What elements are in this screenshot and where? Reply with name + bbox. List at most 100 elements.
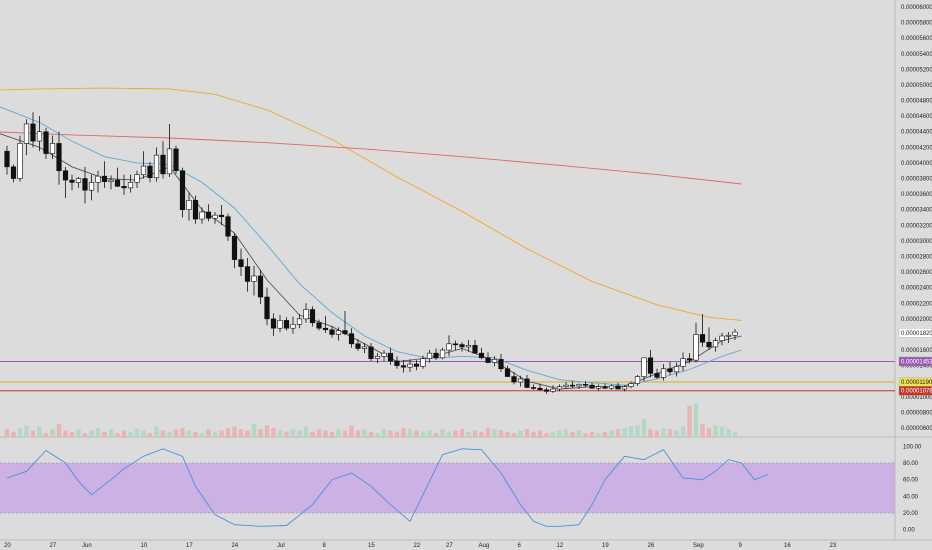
rsi-pane[interactable] <box>0 448 895 527</box>
volume-bar <box>134 429 140 437</box>
volume-bar <box>531 431 536 437</box>
candle-body <box>342 330 348 334</box>
candle-body <box>329 329 335 335</box>
volume-bar <box>414 430 419 437</box>
volume-bar <box>524 429 530 437</box>
candle-body <box>725 334 732 337</box>
volume-bar <box>108 429 114 437</box>
candle-body <box>712 340 719 348</box>
volume-bar <box>24 425 29 437</box>
candle-body <box>498 359 504 370</box>
volume-bar <box>43 433 49 437</box>
volume-bar <box>193 431 198 437</box>
moving-average-line <box>0 131 742 185</box>
volume-bar <box>628 426 634 437</box>
candle-body <box>56 143 62 172</box>
price-tick-label: 0.00003600 <box>901 192 932 198</box>
price-tick-label: 0.00002600 <box>901 270 932 276</box>
volume-bar <box>583 433 588 437</box>
volume-bar <box>485 427 491 437</box>
volume-bar <box>17 427 23 437</box>
rsi-axis[interactable]: 100.00 80.00 60.00 40.00 20.00 0.00 <box>903 444 922 533</box>
volume-bar <box>680 426 686 437</box>
volume-bar <box>277 430 283 437</box>
date-tick-label: 26 <box>648 543 655 549</box>
candle-body <box>173 148 179 172</box>
price-tick-label: 0.00004200 <box>901 145 932 151</box>
date-tick-label: Aug <box>479 543 490 549</box>
candle-body <box>348 333 355 345</box>
candle-body <box>186 200 192 211</box>
price-tick-label: 0.00003000 <box>901 239 932 245</box>
date-tick-label: 10 <box>141 543 148 549</box>
volume-bar <box>576 430 582 437</box>
volume-bar <box>56 424 62 437</box>
candle-body <box>407 363 413 368</box>
volume-bar <box>609 430 614 437</box>
candle-body <box>446 343 452 351</box>
candle-body <box>238 259 244 267</box>
volume-bar <box>206 429 211 437</box>
volume-bar <box>128 431 133 437</box>
time-axis[interactable]: 20 27 Jun 10 17 24 Jul 8 15 22 27 Aug 6 12 19 26 Sep 9 16 2… <box>4 543 837 549</box>
candle-body <box>179 170 186 211</box>
rsi-tick-label: 80.00 <box>903 461 919 467</box>
candle-body <box>667 368 673 373</box>
price-badge <box>898 328 932 338</box>
volume-bar <box>661 427 666 437</box>
candle-body <box>101 175 108 182</box>
volume-bar <box>589 431 595 437</box>
volume-bar <box>440 429 445 437</box>
volume-bar <box>37 426 42 437</box>
candle-body <box>706 341 712 348</box>
candle-body <box>589 384 595 389</box>
price-badge-label: 0.00001190 <box>901 380 932 386</box>
candle-body <box>212 214 218 219</box>
candle-body <box>569 384 576 387</box>
volume-bar <box>388 430 393 437</box>
price-badge-label: 0.00001453 <box>901 359 932 365</box>
volume-bar <box>713 425 718 437</box>
price-tick-label: 0.00005800 <box>901 21 932 27</box>
date-tick-label: Jun <box>82 543 92 549</box>
candle-body <box>160 154 166 175</box>
volume-bar <box>505 431 510 437</box>
volume-bar <box>342 430 348 437</box>
candle-body <box>660 368 667 378</box>
candle-body <box>303 309 309 320</box>
volume-bar <box>381 429 387 437</box>
volume-bar <box>518 430 523 437</box>
candle-body <box>10 166 17 179</box>
volume-bar <box>557 430 562 437</box>
candle-body <box>322 327 329 331</box>
candle-body <box>153 154 160 179</box>
volume-bar <box>63 430 68 437</box>
candle-body <box>400 365 407 368</box>
volume-bar <box>687 405 692 437</box>
candle-body <box>621 386 628 390</box>
candle-body <box>647 357 654 374</box>
volume-bar <box>433 433 439 437</box>
candle-body <box>127 182 134 189</box>
price-tick-label: 0.00004600 <box>901 114 932 120</box>
volume-bar <box>459 429 465 437</box>
volume-bar <box>375 433 380 437</box>
volume-bar <box>50 429 55 437</box>
volume-bar <box>30 430 36 437</box>
price-tick-label: 0.00003400 <box>901 208 932 214</box>
candle-body <box>23 123 30 144</box>
candle-body <box>452 343 459 346</box>
candle-body <box>30 123 36 142</box>
date-tick-label: 12 <box>557 543 564 549</box>
candle-body <box>88 182 95 191</box>
price-tick-label: 0.00005400 <box>901 52 932 58</box>
volume-bar <box>323 430 328 437</box>
candle-body <box>43 131 49 154</box>
candle-body <box>17 143 23 179</box>
candle-body <box>355 343 361 349</box>
volume-bar <box>349 425 354 437</box>
volume-bar <box>297 430 302 437</box>
